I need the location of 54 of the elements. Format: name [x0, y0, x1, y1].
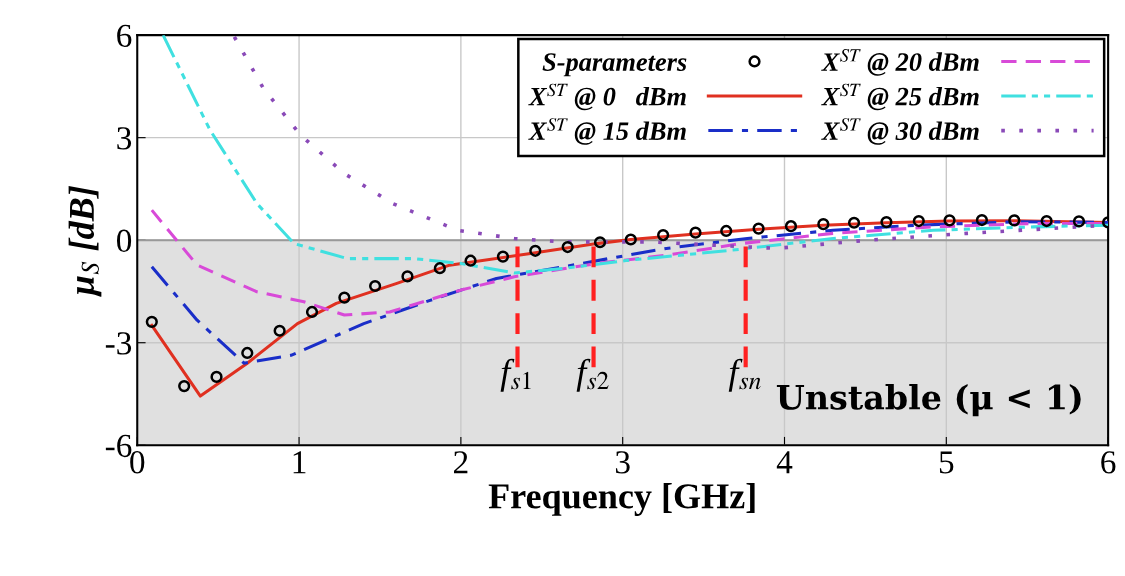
point — [1072, 215, 1086, 228]
x-tick-label: 1 — [293, 451, 306, 474]
legend-label: X$^{ST}$ @ 20 dBm — [821, 49, 979, 76]
band-label: Unstable (μ < 1) — [776, 384, 1081, 417]
point — [943, 214, 956, 227]
y-axis-title: μ$_{S}$ [dB] — [68, 186, 102, 297]
point — [624, 233, 637, 246]
point — [657, 228, 670, 242]
point — [689, 226, 702, 239]
point — [305, 305, 319, 319]
point — [720, 224, 733, 238]
point — [369, 279, 382, 293]
point — [975, 213, 989, 227]
point — [496, 250, 510, 263]
point — [273, 324, 286, 337]
legend-label: X$^{ST}$ @ 15 dBm — [528, 118, 686, 145]
point — [145, 315, 158, 328]
y-tick-label: -6 — [105, 434, 132, 458]
point — [464, 254, 477, 267]
y-tick-label: -3 — [105, 332, 132, 355]
y-tick-label: 0 — [116, 229, 132, 253]
x-tick-label: 3 — [615, 451, 630, 474]
y-tick-label: 3 — [117, 127, 132, 150]
point — [241, 346, 254, 360]
legend-label: X$^{ST}$ @ 25 dBm — [821, 83, 979, 111]
point — [401, 270, 414, 283]
point — [912, 214, 925, 228]
point — [1040, 214, 1053, 228]
x-tick-label: 5 — [939, 451, 954, 474]
point — [1008, 214, 1021, 227]
point — [338, 291, 351, 304]
legend-label: X$^{ST}$ @ 0 dBm — [528, 83, 686, 111]
ref-line-label: f$_{s1}$ — [500, 358, 531, 392]
x-tick-label: 6 — [1101, 451, 1116, 474]
x-tick-label: 2 — [454, 451, 468, 474]
point — [847, 216, 861, 229]
legend-label: X$^{ST}$ @ 30 dBm — [821, 118, 979, 145]
point — [880, 215, 893, 229]
ref-line-label: f$_{sn}$ — [728, 358, 761, 392]
point — [178, 380, 191, 393]
x-tick-label: 4 — [776, 451, 793, 474]
point — [817, 218, 830, 231]
point — [593, 236, 607, 249]
point — [210, 370, 223, 384]
point — [561, 240, 574, 254]
x-axis-title: Frequency [GHz] — [488, 483, 755, 516]
point — [529, 244, 542, 257]
point — [784, 220, 798, 233]
line-series — [161, 35, 1109, 275]
legend-label: S-parameters — [542, 53, 687, 77]
point — [433, 262, 446, 275]
ref-line-label: f$_{s2}$ — [576, 358, 609, 392]
point — [752, 222, 765, 235]
y-tick-label: 6 — [117, 24, 132, 48]
